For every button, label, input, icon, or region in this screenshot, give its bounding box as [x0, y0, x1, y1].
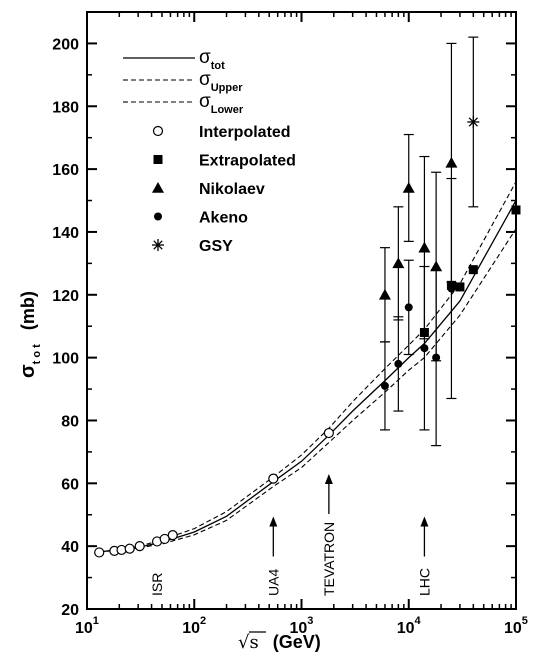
legend-label-lower: σLower — [199, 91, 244, 116]
x-tick-base: 10 — [182, 620, 200, 637]
curve-sigma-upper — [99, 181, 517, 553]
annotation-lhc: LHC — [416, 568, 432, 596]
y-tick-label: 20 — [61, 602, 79, 619]
data-point-interpolated — [134, 541, 145, 552]
x-axis-title: √s (GeV) — [238, 632, 321, 653]
annotation-isr: ISR — [149, 573, 165, 596]
curves-layer — [99, 181, 517, 553]
axes-layer: 101 102 103 104 1052040608010012014016018020… — [17, 12, 528, 653]
data-point-interpolated — [323, 427, 334, 439]
y-axis-symbol: σ — [17, 364, 39, 378]
data-point-gsy — [467, 115, 480, 128]
legend-sigma: σ — [199, 47, 211, 68]
legend-subscript: Lower — [211, 104, 244, 116]
legend-marker-extrapolated — [153, 155, 163, 164]
data-point-akeno — [404, 303, 413, 312]
legend-marker-gsy — [152, 239, 164, 251]
data-point-nikolaev — [378, 288, 391, 300]
legend-marker-akeno — [154, 212, 162, 221]
annotation-arrowhead-tevatron — [324, 474, 333, 484]
data-point-nikolaev — [445, 156, 458, 168]
data-point-interpolated — [124, 543, 135, 554]
legend-label-interpolated: Interpolated — [199, 124, 291, 141]
x-axis-unit: (GeV) — [273, 632, 321, 652]
data-point-akeno — [394, 359, 403, 368]
x-tick-exponent: 4 — [415, 615, 422, 627]
x-tick-base: 10 — [397, 620, 415, 637]
curve-sigma-tot — [99, 200, 517, 553]
y-tick-label: 140 — [52, 225, 79, 242]
y-tick-label: 120 — [52, 288, 79, 305]
x-tick-base: 10 — [290, 620, 308, 637]
data-point-akeno — [447, 284, 456, 293]
y-tick-label: 40 — [61, 539, 79, 556]
x-tick-label: 104 — [397, 615, 422, 637]
x-tick-exponent: 3 — [307, 615, 313, 627]
error-bars-layer — [379, 36, 479, 447]
y-tick-label: 80 — [61, 413, 79, 430]
y-tick-label: 160 — [52, 162, 79, 179]
x-tick-exponent: 2 — [200, 615, 206, 627]
y-tick-label: 180 — [52, 99, 79, 116]
legend-label-akeno: Akeno — [199, 210, 248, 227]
legend-sigma: σ — [199, 91, 211, 112]
legend-sigma: σ — [199, 69, 211, 90]
data-point-interpolated — [159, 533, 170, 545]
x-tick-label: 102 — [182, 615, 206, 637]
data-point-nikolaev — [402, 181, 415, 193]
y-tick-label: 60 — [61, 476, 79, 493]
legend-marker-interpolated — [152, 125, 164, 137]
data-point-nikolaev — [430, 260, 443, 272]
data-point-interpolated — [116, 544, 127, 556]
annotation-tevatron: TEVATRON — [321, 522, 337, 596]
x-tick-label: 103 — [290, 615, 314, 637]
annotation-arrowhead-ua4 — [269, 516, 278, 527]
x-tick-exponent: 5 — [522, 615, 528, 627]
annotation-arrowhead-lhc — [420, 516, 429, 527]
data-point-extrapolated — [419, 327, 429, 337]
y-axis-title: σt o t (mb) — [17, 291, 43, 378]
legend-label-extrapolated: Extrapolated — [199, 153, 296, 170]
legend-label-upper: σUpper — [199, 69, 243, 94]
x-axis-symbol: √s — [238, 632, 259, 653]
data-point-interpolated — [94, 547, 105, 558]
annotation-ua4: UA4 — [265, 569, 281, 596]
data-point-extrapolated — [455, 282, 465, 292]
legend-subscript: Upper — [211, 82, 244, 94]
legend-label-nikolaev: Nikolaev — [199, 181, 265, 198]
y-axis-subscript: t o t — [31, 344, 43, 364]
x-tick-label: 101 — [75, 615, 99, 637]
data-point-akeno — [420, 344, 429, 353]
data-point-extrapolated — [468, 265, 478, 275]
y-tick-label: 200 — [52, 36, 79, 53]
legend: σtotσUpperσLowerInterpolatedExtrapolated… — [123, 47, 296, 255]
data-point-akeno — [380, 381, 389, 390]
y-tick-label: 100 — [52, 351, 79, 368]
legend-label-gsy: GSY — [199, 238, 233, 255]
y-axis-unit: (mb) — [18, 291, 38, 330]
legend-marker-nikolaev — [152, 182, 164, 193]
markers-layer — [94, 115, 521, 558]
legend-subscript: tot — [211, 60, 225, 72]
data-point-nikolaev — [418, 241, 431, 253]
x-tick-base: 10 — [504, 620, 522, 637]
data-point-interpolated — [268, 473, 279, 484]
legend-label-tot: σtot — [199, 47, 225, 72]
x-tick-base: 10 — [75, 620, 93, 637]
annotations-layer: ISR UA4 TEVATRON LHC — [149, 474, 432, 596]
data-point-akeno — [432, 353, 441, 362]
data-point-interpolated — [167, 530, 178, 541]
x-tick-label: 105 — [504, 615, 528, 637]
data-point-nikolaev — [392, 257, 405, 269]
curve-sigma-lower — [99, 228, 517, 553]
x-tick-exponent: 1 — [93, 615, 99, 627]
